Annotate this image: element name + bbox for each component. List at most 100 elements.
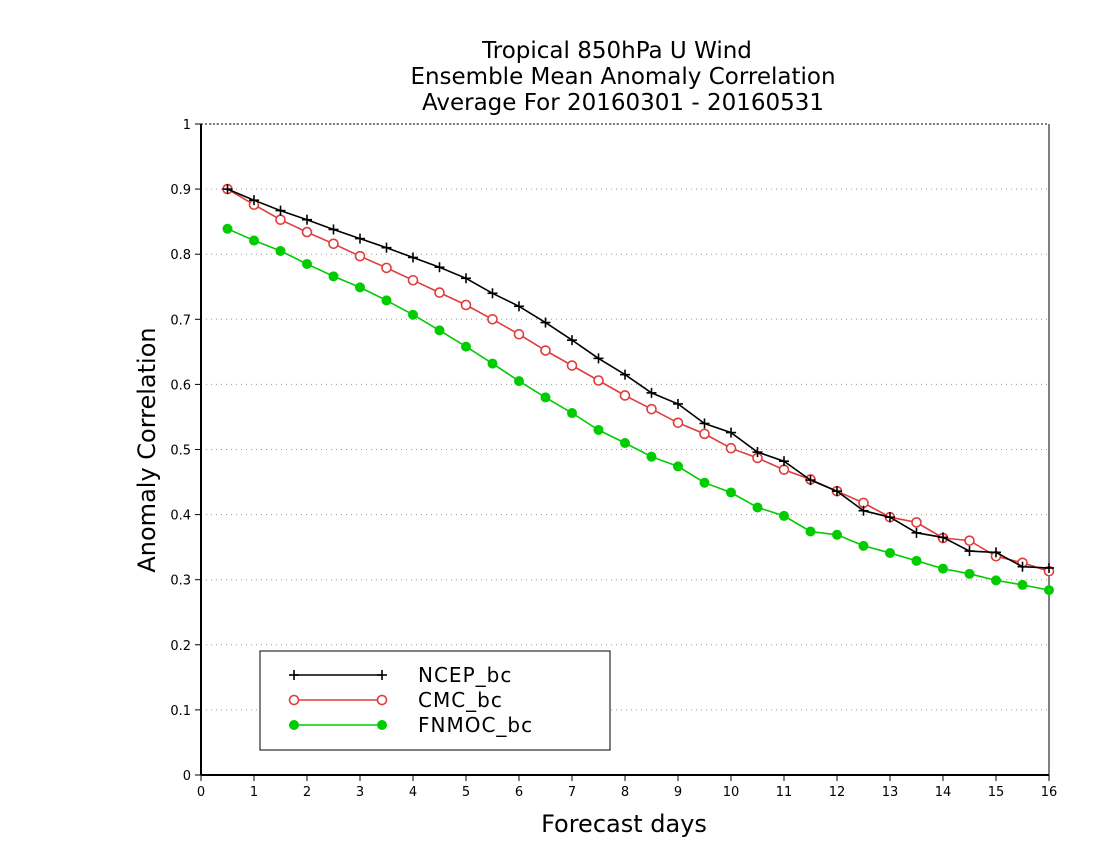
point-CMC_bc-4 xyxy=(328,238,339,250)
x-tick-label-9: 9 xyxy=(674,785,682,800)
y-tick-label-5: 0.5 xyxy=(170,444,191,459)
point-FNMOC_bc-1 xyxy=(249,235,259,246)
point-FNMOC_bc-2 xyxy=(275,245,286,256)
series-line-FNMOC_bc xyxy=(227,228,1050,591)
point-NCEP_bc-13 xyxy=(567,335,577,346)
point-FNMOC_bc-16 xyxy=(646,451,657,462)
point-NCEP_bc-11 xyxy=(514,301,524,312)
y-tick-label-7: 0.7 xyxy=(170,313,191,328)
point-CMC_bc-28 xyxy=(964,535,975,546)
point-NCEP_bc-23 xyxy=(832,486,842,497)
point-FNMOC_bc-7 xyxy=(408,309,418,320)
point-CMC_bc-6 xyxy=(381,262,392,274)
point-CMC_bc-21 xyxy=(778,464,790,475)
point-FNMOC_bc-18 xyxy=(699,477,710,488)
point-NCEP_bc-29 xyxy=(991,547,1001,558)
x-tick-label-14: 14 xyxy=(935,785,952,800)
axes: 00.10.20.30.40.50.60.70.80.910 1 2 3 4 5 6 7 8 9 1… xyxy=(170,118,1057,800)
title-line-3: Average For 20160301 - 20160531 xyxy=(422,90,824,116)
legend-marker-start-FNMOC_bc xyxy=(289,720,299,730)
point-CMC_bc-26 xyxy=(911,517,922,528)
point-NCEP_bc-24 xyxy=(858,505,869,516)
legend-item-CMC_bc: CMC_bc xyxy=(288,688,503,712)
point-FNMOC_bc-28 xyxy=(964,568,975,579)
y-tick-label-1: 0.1 xyxy=(170,704,191,719)
legend-marker-start-CMC_bc xyxy=(288,694,300,706)
x-tick-label-11: 11 xyxy=(776,785,793,800)
point-FNMOC_bc-9 xyxy=(461,341,471,352)
x-tick-label-7: 7 xyxy=(568,785,576,800)
point-NCEP_bc-0 xyxy=(222,184,233,195)
point-CMC_bc-2 xyxy=(275,214,286,225)
point-FNMOC_bc-12 xyxy=(540,392,551,403)
point-NCEP_bc-16 xyxy=(646,387,657,398)
legend-marker-start-NCEP_bc xyxy=(289,670,299,680)
x-tick-label-10: 10 xyxy=(723,785,740,800)
point-FNMOC_bc-13 xyxy=(567,408,577,419)
point-NCEP_bc-5 xyxy=(355,233,365,244)
x-tick-label-8: 8 xyxy=(621,785,629,800)
point-NCEP_bc-22 xyxy=(805,475,816,486)
point-NCEP_bc-19 xyxy=(726,427,736,438)
point-FNMOC_bc-4 xyxy=(328,271,339,282)
point-NCEP_bc-20 xyxy=(752,447,763,458)
x-tick-label-4: 4 xyxy=(409,785,417,800)
point-FNMOC_bc-0 xyxy=(222,223,233,234)
point-NCEP_bc-26 xyxy=(911,527,922,538)
y-tick-label-9: 0.9 xyxy=(170,183,191,198)
x-tick-label-12: 12 xyxy=(829,785,846,800)
chart-title: Tropical 850hPa U Wind Ensemble Mean Ano… xyxy=(410,38,835,116)
title-line-1: Tropical 850hPa U Wind xyxy=(481,38,752,64)
point-CMC_bc-17 xyxy=(672,417,684,429)
point-NCEP_bc-25 xyxy=(885,512,895,523)
y-tick-label-10: 1 xyxy=(183,118,191,133)
point-NCEP_bc-18 xyxy=(699,418,710,429)
legend-item-FNMOC_bc: FNMOC_bc xyxy=(289,713,533,737)
point-NCEP_bc-30 xyxy=(1017,561,1028,572)
point-FNMOC_bc-3 xyxy=(302,258,312,269)
point-CMC_bc-5 xyxy=(354,250,366,262)
series-line-NCEP_bc xyxy=(227,188,1050,569)
point-FNMOC_bc-8 xyxy=(434,325,445,336)
point-NCEP_bc-3 xyxy=(302,214,312,225)
legend-label-CMC_bc: CMC_bc xyxy=(418,688,503,712)
point-FNMOC_bc-14 xyxy=(593,424,604,435)
point-CMC_bc-10 xyxy=(487,313,498,325)
x-tick-label-0: 0 xyxy=(197,785,205,800)
series-FNMOC_bc xyxy=(222,223,1054,596)
series-NCEP_bc xyxy=(222,184,1054,573)
legend-marker-end-CMC_bc xyxy=(376,694,388,706)
point-CMC_bc-7 xyxy=(407,274,419,286)
point-FNMOC_bc-10 xyxy=(487,358,498,369)
y-tick-label-0: 0 xyxy=(183,769,191,784)
legend-label-FNMOC_bc: FNMOC_bc xyxy=(418,713,533,737)
point-NCEP_bc-31 xyxy=(1044,562,1054,573)
y-tick-label-6: 0.6 xyxy=(170,378,191,393)
point-NCEP_bc-12 xyxy=(540,317,551,328)
x-axis-title: Forecast days xyxy=(541,810,707,838)
x-tick-label-6: 6 xyxy=(515,785,523,800)
point-NCEP_bc-14 xyxy=(593,353,604,364)
point-NCEP_bc-21 xyxy=(779,456,789,467)
point-NCEP_bc-10 xyxy=(487,288,498,299)
point-NCEP_bc-7 xyxy=(408,252,418,263)
point-FNMOC_bc-31 xyxy=(1044,585,1054,596)
point-NCEP_bc-6 xyxy=(381,242,392,253)
point-FNMOC_bc-20 xyxy=(752,502,763,513)
point-NCEP_bc-8 xyxy=(434,262,445,273)
series-CMC_bc xyxy=(222,183,1055,577)
x-tick-label-15: 15 xyxy=(988,785,1005,800)
x-tick-label-13: 13 xyxy=(882,785,899,800)
legend-marker-end-NCEP_bc xyxy=(377,670,387,680)
point-NCEP_bc-27 xyxy=(938,532,948,543)
point-NCEP_bc-15 xyxy=(620,369,630,380)
point-FNMOC_bc-6 xyxy=(381,295,392,306)
point-NCEP_bc-2 xyxy=(275,205,286,216)
point-CMC_bc-15 xyxy=(619,390,631,401)
point-FNMOC_bc-29 xyxy=(991,575,1001,586)
point-CMC_bc-3 xyxy=(301,226,313,238)
point-FNMOC_bc-30 xyxy=(1017,579,1028,590)
series-lines xyxy=(222,183,1055,596)
point-CMC_bc-16 xyxy=(646,403,657,415)
point-FNMOC_bc-24 xyxy=(858,540,869,551)
